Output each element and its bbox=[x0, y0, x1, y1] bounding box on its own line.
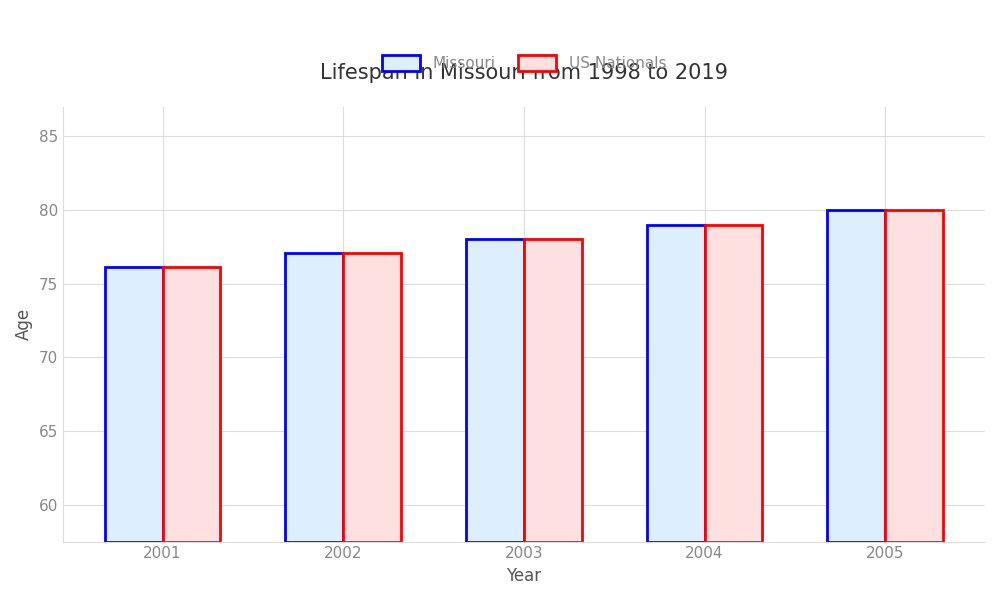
Bar bbox=[163, 268, 220, 542]
Bar bbox=[705, 224, 762, 542]
Bar bbox=[343, 253, 401, 542]
Bar bbox=[285, 253, 343, 542]
Bar bbox=[105, 268, 163, 542]
Bar bbox=[885, 210, 943, 542]
Y-axis label: Age: Age bbox=[15, 308, 33, 340]
X-axis label: Year: Year bbox=[506, 567, 541, 585]
Legend: Missouri, US Nationals: Missouri, US Nationals bbox=[376, 49, 672, 77]
Title: Lifespan in Missouri from 1998 to 2019: Lifespan in Missouri from 1998 to 2019 bbox=[320, 63, 728, 83]
Bar bbox=[827, 210, 885, 542]
Bar bbox=[524, 239, 582, 542]
Bar bbox=[466, 239, 524, 542]
Bar bbox=[647, 224, 705, 542]
